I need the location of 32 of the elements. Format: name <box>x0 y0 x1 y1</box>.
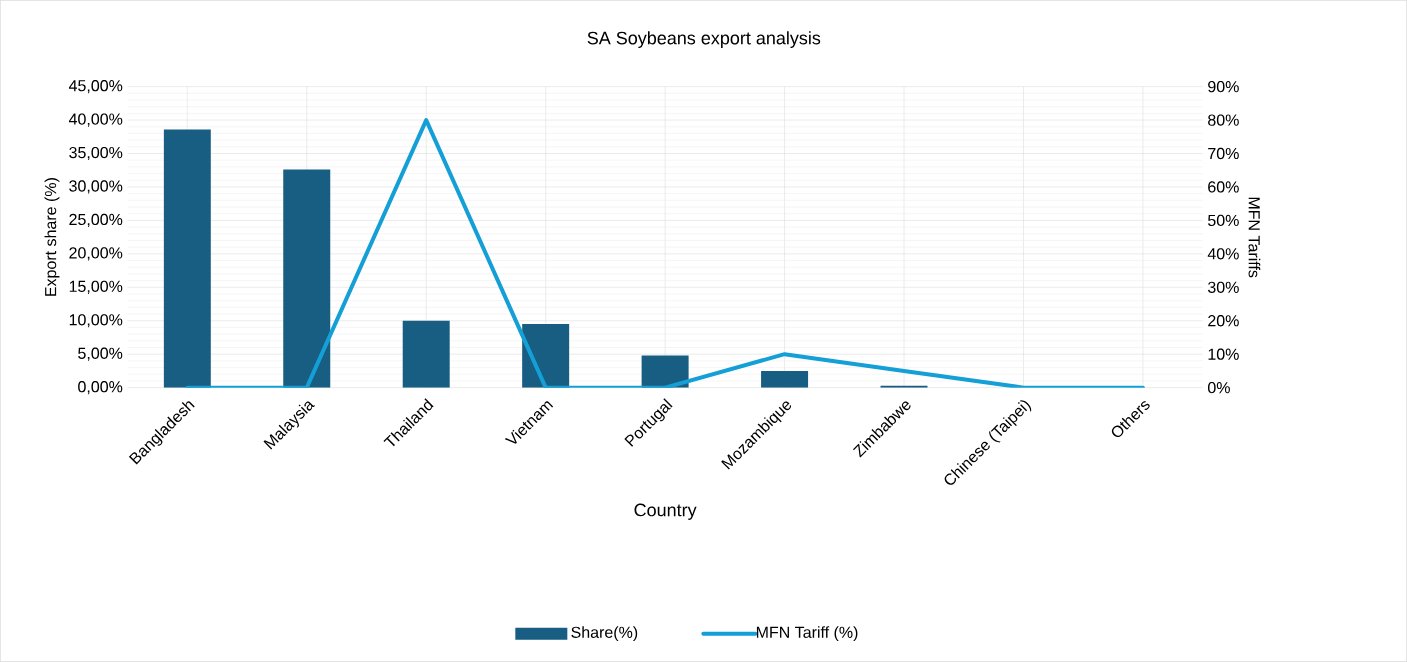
y2-tick-label: 70% <box>1208 147 1239 160</box>
bar <box>522 324 570 388</box>
y2-tick-label: 10% <box>1208 348 1239 360</box>
y2-tick-label: 90% <box>1208 80 1239 93</box>
legend-label: MFN Tariff (%) <box>756 626 858 642</box>
y2-tick-label: 80% <box>1208 114 1239 126</box>
legend-label: Share(%) <box>571 626 638 642</box>
y2-tick-label: 60% <box>1208 181 1239 193</box>
y-tick-label: 35,00% <box>69 146 123 161</box>
y-tick-label: 20,00% <box>69 247 123 261</box>
y2-tick-label: 0% <box>1208 382 1230 394</box>
y2-tick-label: 40% <box>1207 248 1239 260</box>
y-tick-label: 45,00% <box>68 80 123 94</box>
chart-title: SA Soybeans export analysis <box>587 31 821 49</box>
y2-tick-label: 50% <box>1208 214 1239 227</box>
y2-tick-label: 20% <box>1208 315 1239 327</box>
y-tick-label: 5,00% <box>78 347 123 361</box>
bar <box>402 320 450 388</box>
line-series <box>185 118 1145 388</box>
bar <box>761 370 809 388</box>
y-tick-label: 0,00% <box>78 381 123 395</box>
bar <box>283 169 331 388</box>
y-axis-title: Export share (%) <box>44 178 60 296</box>
y-tick-label: 10,00% <box>69 314 123 328</box>
y-tick-label: 15,00% <box>69 280 123 294</box>
x-axis-title: Country <box>634 503 697 520</box>
y2-axis-title: MFN Tariffs <box>1248 197 1261 278</box>
bar <box>163 129 211 388</box>
y2-tick-label: 30% <box>1207 281 1239 293</box>
y-tick-label: 25,00% <box>69 213 123 228</box>
y-tick-label: 40,00% <box>68 113 123 127</box>
y-tick-label: 30,00% <box>69 180 123 194</box>
